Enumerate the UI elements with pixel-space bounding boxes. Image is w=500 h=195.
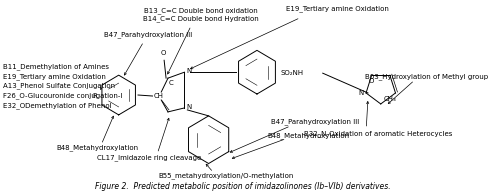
Text: N: N	[186, 68, 192, 74]
Text: O: O	[160, 50, 166, 56]
Text: B48_Metahydroxylation: B48_Metahydroxylation	[267, 132, 349, 139]
Text: B03_Hydroxylation of Methyl group: B03_Hydroxylation of Methyl group	[364, 73, 488, 80]
Text: N: N	[358, 90, 363, 96]
Text: Figure 2.  Predicted metabolic position of imidazolinones (Ib–VIb) derivatives.: Figure 2. Predicted metabolic position o…	[94, 182, 391, 191]
Text: B11_Demethylation of Amines: B11_Demethylation of Amines	[2, 63, 108, 70]
Text: SO₂NH: SO₂NH	[280, 70, 303, 76]
Text: CL17_Imidazole ring cleavage: CL17_Imidazole ring cleavage	[96, 154, 201, 161]
Text: CH: CH	[154, 93, 164, 99]
Text: N: N	[186, 104, 192, 110]
Text: O: O	[369, 78, 374, 84]
Text: E19_Tertiary amine Oxidation: E19_Tertiary amine Oxidation	[2, 73, 106, 80]
Text: CH₃: CH₃	[384, 96, 396, 102]
Text: B55_metahydroxylation/O-methylation: B55_metahydroxylation/O-methylation	[158, 172, 294, 179]
Text: B13_C=C Double bond oxidation: B13_C=C Double bond oxidation	[144, 8, 258, 14]
Text: B47_Parahydroxylation III: B47_Parahydroxylation III	[104, 32, 192, 38]
Text: F26_O-Glucouronide conjugation-I: F26_O-Glucouronide conjugation-I	[2, 93, 122, 99]
Text: B14_C=C Double bond Hydration: B14_C=C Double bond Hydration	[143, 16, 259, 22]
Text: B48_Metahydroxylation: B48_Metahydroxylation	[56, 144, 138, 151]
Text: B47_Parahydroxylation III: B47_Parahydroxylation III	[271, 118, 359, 125]
Text: R: R	[92, 93, 98, 99]
Text: B32_N-Oxidation of aromatic Heterocycles: B32_N-Oxidation of aromatic Heterocycles	[304, 130, 452, 137]
Text: C: C	[169, 80, 173, 86]
Text: A13_Phenol Sulfate Conjugation: A13_Phenol Sulfate Conjugation	[2, 83, 115, 90]
Text: E32_ODemethylation of Phenol: E32_ODemethylation of Phenol	[2, 103, 112, 109]
Text: E19_Tertiary amine Oxidation: E19_Tertiary amine Oxidation	[286, 6, 388, 12]
